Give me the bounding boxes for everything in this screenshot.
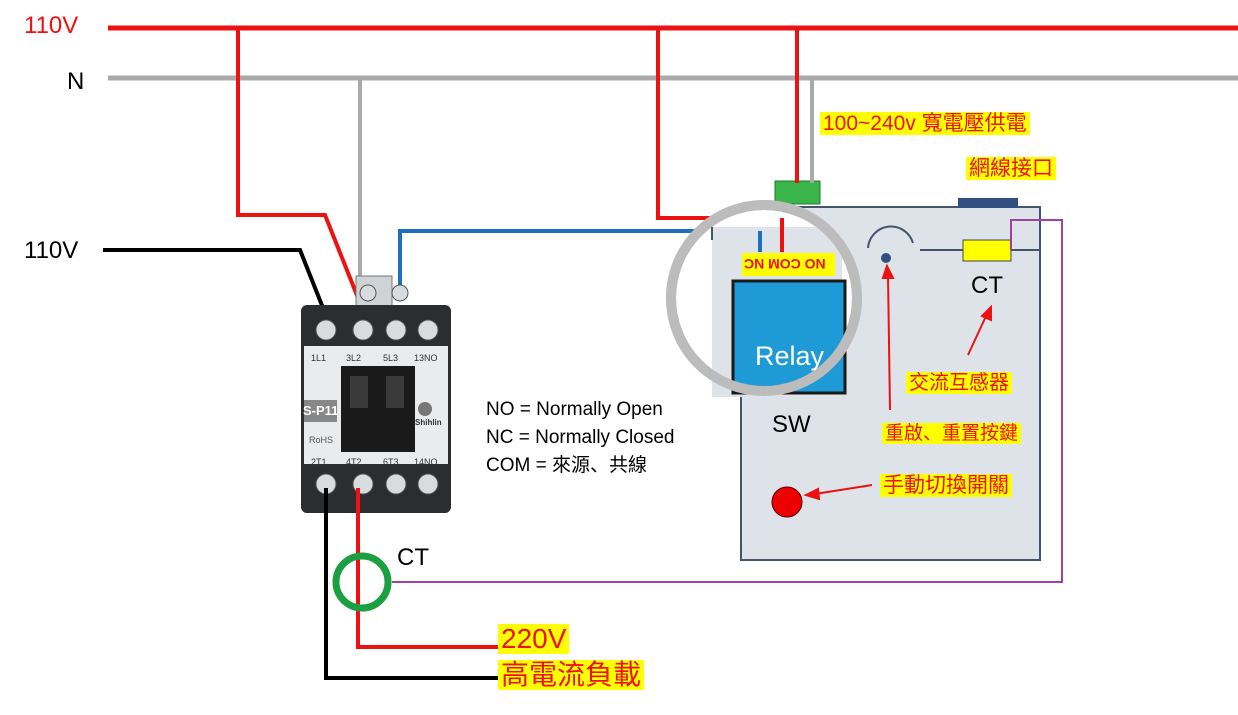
terminal-5l3: 5L3 — [383, 353, 399, 363]
terminal-2t1: 2T1 — [311, 457, 327, 467]
contactor — [301, 275, 451, 513]
ct-signal-wire — [392, 219, 1063, 583]
terminal-1l1: 1L1 — [311, 353, 327, 363]
label-neutral: N — [67, 68, 85, 95]
label-110v-left: 110V — [24, 237, 79, 264]
supply-110v-wire — [103, 248, 329, 319]
power-terminal — [774, 180, 821, 205]
relay-magnifier — [666, 200, 862, 397]
load-wire-return — [324, 488, 500, 680]
restart-button[interactable] — [881, 253, 891, 263]
load-ct-ring — [332, 552, 392, 612]
label-load-voltage: 220V — [498, 624, 570, 654]
contactor-model: S-P11 — [303, 403, 339, 418]
terminal-3l2: 3L2 — [346, 353, 362, 363]
network-port — [958, 198, 1018, 208]
label-relay: Relay — [755, 341, 825, 371]
legend-nc: NC = Normally Closed — [486, 427, 675, 448]
contactor-rohs: RoHS — [309, 435, 334, 445]
legend-no: NO = Normally Open — [486, 399, 663, 420]
manual-switch-button[interactable] — [771, 486, 803, 518]
terminal-14no: 14NO — [414, 457, 438, 467]
restart-button-arc — [867, 225, 914, 249]
label-power-supply: 100~240v 寬電壓供電 — [820, 112, 1030, 135]
contactor-brand: Shihlin — [415, 418, 442, 427]
legend-com: COM = 來源、共線 — [486, 455, 647, 476]
label-ac-transformer: 交流互感器 — [906, 372, 1012, 394]
label-sw: SW — [772, 411, 811, 438]
label-manual-switch: 手動切換開關 — [880, 474, 1012, 497]
label-load-desc: 高電流負載 — [498, 660, 645, 690]
label-network-port: 網線接口 — [966, 157, 1056, 180]
label-relay-terminals: NO COM NC — [744, 256, 826, 272]
label-ct-load: CT — [397, 544, 429, 571]
ct-module — [962, 239, 1012, 262]
annotation-arrows — [803, 263, 992, 501]
contactor-screws — [315, 284, 439, 495]
load-wire-220v — [356, 488, 500, 649]
label-restart-button: 重啟、重置按鍵 — [882, 423, 1022, 444]
label-ct-module: CT — [971, 272, 1003, 299]
live-wire-contactor — [236, 28, 368, 319]
label-110v-top: 110V — [24, 12, 79, 39]
terminal-6t3: 6T3 — [383, 457, 399, 467]
terminal-13no: 13NO — [414, 353, 438, 363]
terminal-4t2: 4T2 — [346, 457, 362, 467]
